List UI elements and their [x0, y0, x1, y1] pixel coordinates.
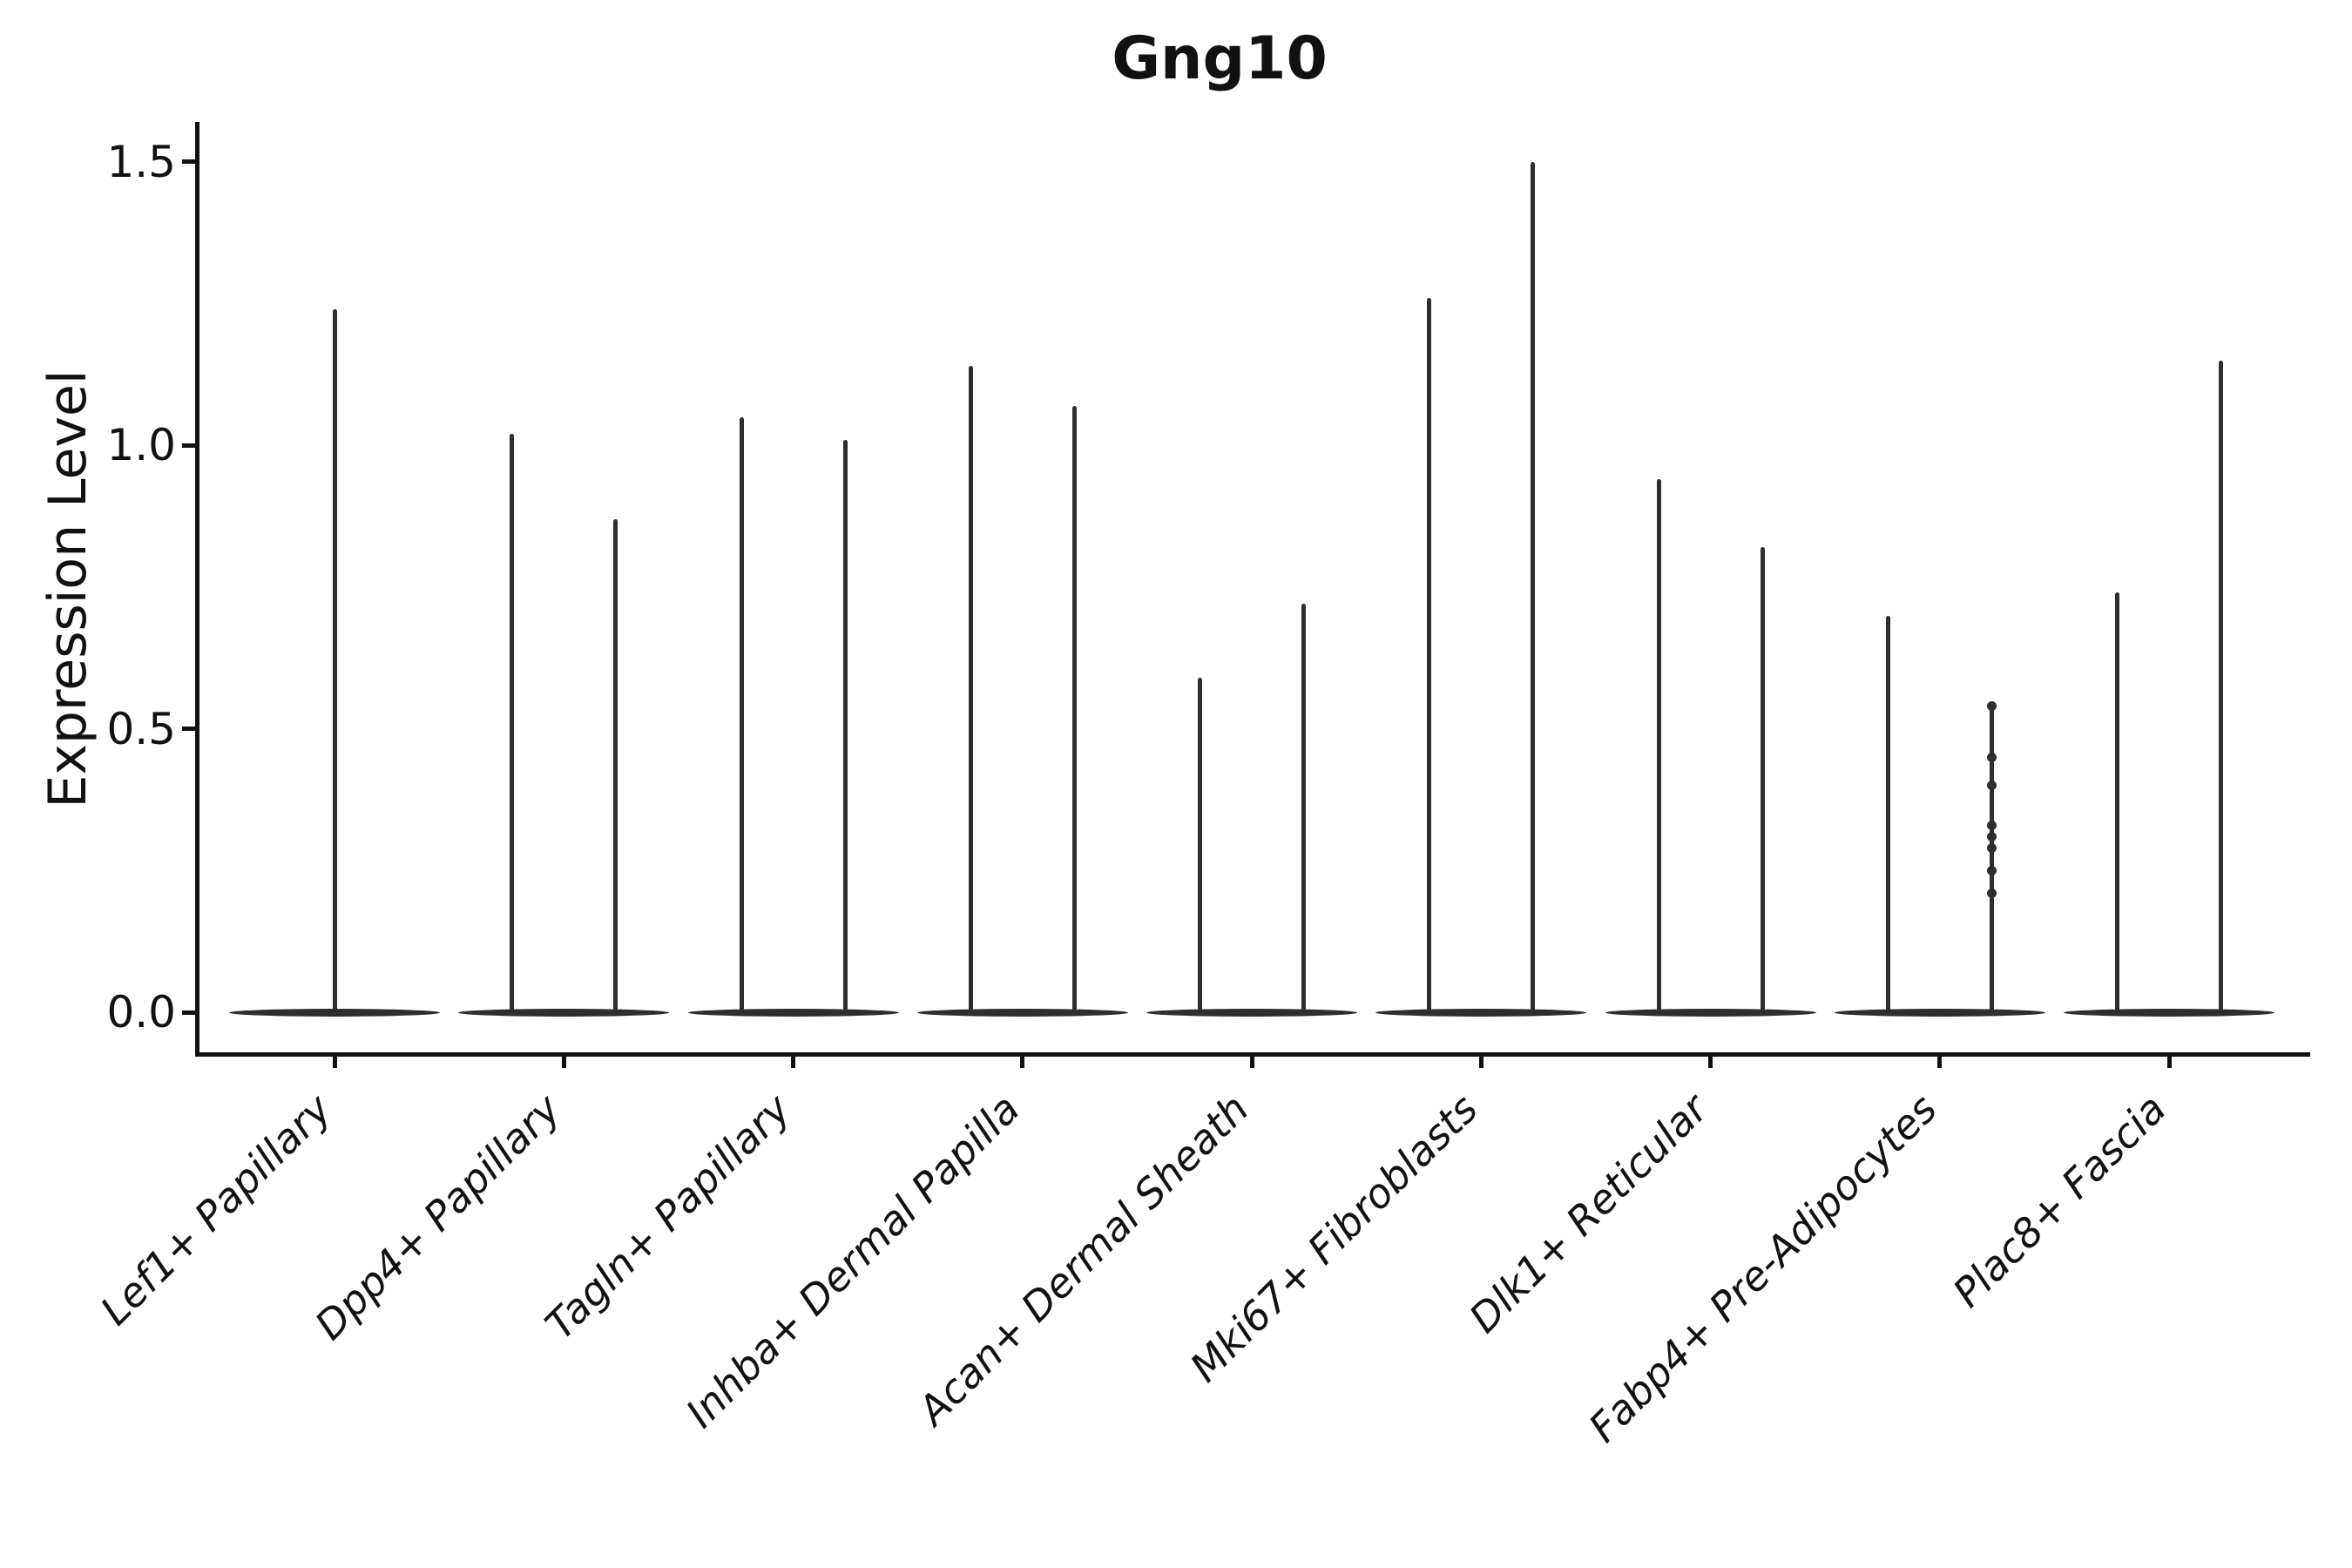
violin-spike — [1071, 405, 1077, 1014]
violin-spike — [1198, 678, 1202, 1014]
violin-spike — [968, 366, 973, 1014]
violin-base — [1375, 1008, 1587, 1017]
chart-title: Gng10 — [1112, 24, 1328, 93]
x-tick — [1708, 1054, 1713, 1068]
y-tick — [182, 727, 196, 732]
x-tick — [791, 1054, 795, 1068]
jitter-point — [1986, 701, 1997, 712]
y-tick-label: 0.5 — [106, 703, 176, 754]
violin-base — [458, 1008, 670, 1017]
violin-spike — [332, 309, 337, 1014]
jitter-point — [1986, 831, 1997, 841]
violin-spike — [510, 434, 515, 1014]
violin-base — [2064, 1008, 2274, 1017]
violin-base — [1146, 1008, 1357, 1017]
violin-spike — [2219, 360, 2223, 1014]
jitter-point — [1986, 888, 1997, 898]
y-tick-label: 1.5 — [106, 136, 176, 187]
violin-base — [1605, 1008, 1816, 1017]
violin-spike — [613, 518, 618, 1014]
violin-spike — [842, 439, 848, 1014]
violin-base — [687, 1008, 899, 1017]
jitter-point — [1986, 842, 1997, 853]
violin-spike — [1531, 161, 1536, 1014]
jitter-point — [1986, 752, 1997, 762]
violin-spike — [1656, 479, 1661, 1014]
y-tick — [182, 443, 196, 448]
x-tick — [1249, 1054, 1254, 1068]
violin-spike — [1760, 547, 1765, 1014]
violin-spike — [1885, 615, 1890, 1014]
y-tick — [182, 159, 196, 165]
x-tick — [1020, 1054, 1025, 1068]
y-tick — [182, 1010, 196, 1015]
x-tick — [332, 1054, 337, 1068]
jitter-point — [1986, 865, 1997, 875]
x-tick — [2166, 1054, 2172, 1068]
violin-spike — [1989, 706, 1994, 1014]
y-axis-line — [195, 122, 199, 1056]
jitter-point — [1986, 781, 1997, 791]
x-tick — [1478, 1054, 1484, 1068]
violin-spike — [2115, 592, 2119, 1014]
violin-spike — [1301, 604, 1306, 1014]
x-tick — [561, 1054, 566, 1068]
x-tick — [1937, 1054, 1943, 1068]
violin-spike — [739, 416, 744, 1014]
jitter-point — [1986, 820, 1997, 830]
violin-spike — [1427, 298, 1432, 1014]
y-tick-label: 1.0 — [106, 420, 176, 471]
violin-base — [1834, 1008, 2045, 1017]
violin-base — [916, 1008, 1128, 1017]
y-tick-label: 0.0 — [106, 987, 176, 1037]
